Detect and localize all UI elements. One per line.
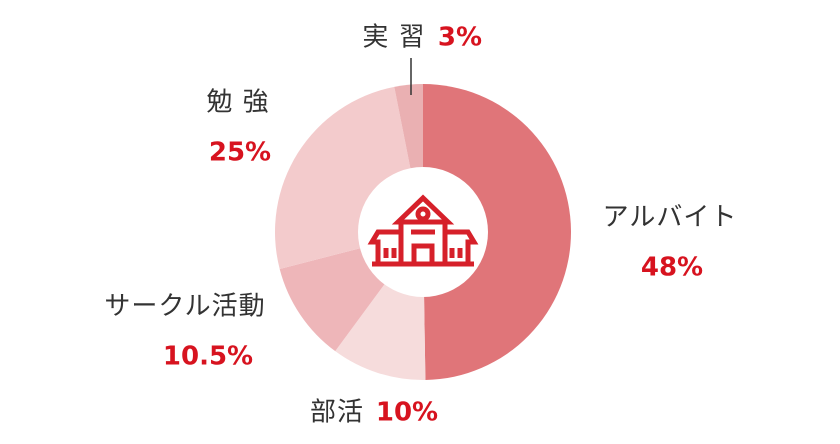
- category-label: 勉 強: [206, 88, 269, 118]
- category-label: 実 習: [362, 23, 425, 53]
- value-label: 10.5%: [163, 342, 253, 372]
- value-label: 10%: [376, 398, 438, 428]
- category-label: アルバイト: [603, 203, 738, 233]
- value-label: 48%: [641, 253, 703, 283]
- slice: [423, 84, 572, 380]
- value-label: 25%: [209, 138, 271, 168]
- school-icon: [367, 194, 479, 267]
- value-label: 3%: [438, 23, 482, 53]
- category-label: 部活: [310, 398, 364, 428]
- category-label: サークル活動: [104, 292, 265, 322]
